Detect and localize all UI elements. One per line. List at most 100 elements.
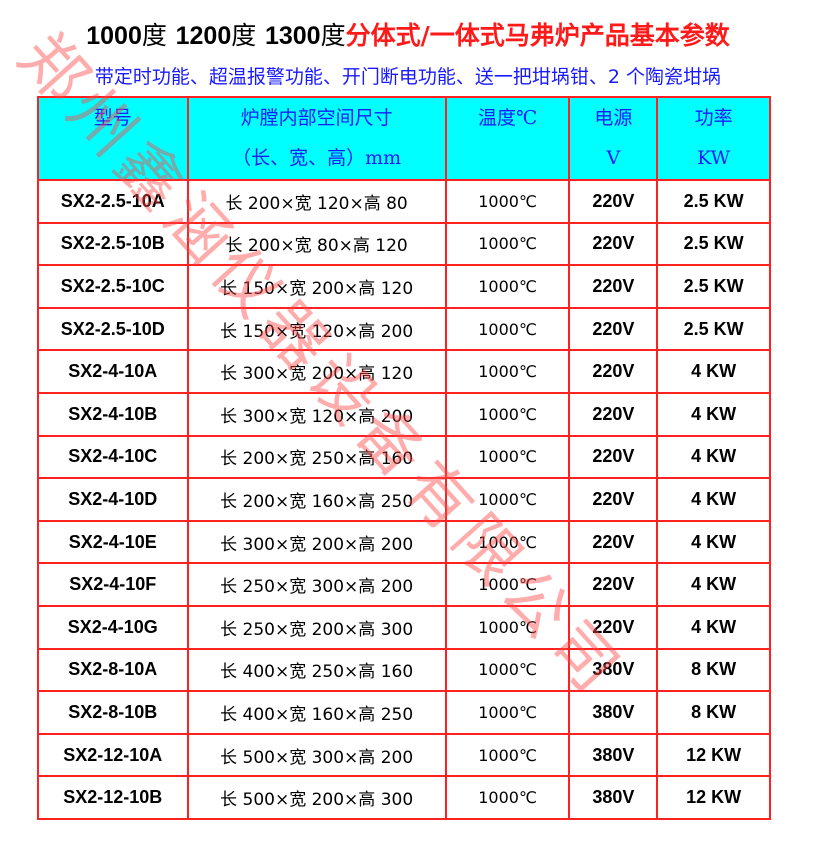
table-row: SX2-8-10A 长 400×宽 250×高 160 1000℃ 380V 8 KW — [37, 647, 771, 693]
cell-model: SX2-8-10A — [37, 647, 189, 693]
cell-dimensions: 长 250×宽 300×高 200 — [186, 562, 447, 607]
cell-model: SX2-2.5-10D — [37, 306, 189, 352]
cell-voltage: 220V — [568, 391, 659, 437]
features-subtitle: 带定时功能、超温报警功能、开门断电功能、送一把坩埚钳、2 个陶瓷坩埚 — [94, 66, 722, 88]
cell-model: SX2-4-10C — [37, 434, 189, 480]
cell-voltage: 380V — [568, 775, 659, 820]
cell-voltage: 380V — [568, 690, 659, 735]
table-row: SX2-2.5-10C 长 150×宽 200×高 120 1000℃ 220V 2.5… — [37, 264, 771, 309]
cell-voltage: 220V — [568, 349, 659, 394]
header-power: 功率 KW — [656, 96, 771, 181]
cell-model: SX2-4-10A — [37, 349, 189, 394]
table-row: SX2-4-10A 长 300×宽 200×高 120 1000℃ 220V 4 KW — [37, 349, 771, 394]
cell-power: 4 KW — [656, 562, 771, 607]
title-temp-2: 1200 — [175, 22, 232, 50]
cell-voltage: 220V — [568, 306, 659, 352]
cell-dimensions: 长 400×宽 160×高 250 — [186, 690, 447, 735]
cell-voltage: 220V — [568, 604, 659, 650]
cell-dimensions: 长 250×宽 200×高 300 — [186, 604, 447, 650]
cell-temperature: 1000℃ — [444, 690, 571, 735]
cell-temperature: 1000℃ — [444, 519, 571, 565]
cell-power: 2.5 KW — [656, 221, 771, 267]
cell-power: 4 KW — [656, 391, 771, 437]
cell-temperature: 1000℃ — [444, 391, 571, 437]
cell-dimensions: 长 300×宽 200×高 200 — [186, 519, 447, 565]
header-voltage-l2: V — [606, 147, 621, 169]
cell-voltage: 220V — [568, 562, 659, 607]
cell-dimensions: 长 300×宽 200×高 120 — [186, 349, 447, 394]
cell-model: SX2-2.5-10A — [37, 179, 189, 224]
cell-temperature: 1000℃ — [444, 434, 571, 480]
page-title: 1000度 1200度 1300度分体式/一体式马弗炉产品基本参数 — [0, 16, 816, 52]
cell-temperature: 1000℃ — [444, 221, 571, 267]
cell-dimensions: 长 150×宽 200×高 120 — [186, 264, 447, 309]
cell-temperature: 1000℃ — [444, 306, 571, 352]
cell-power: 8 KW — [656, 647, 771, 693]
cell-dimensions: 长 300×宽 120×高 200 — [186, 391, 447, 437]
table-row: SX2-12-10B 长 500×宽 200×高 300 1000℃ 380V 12 K… — [37, 775, 771, 820]
cell-model: SX2-8-10B — [37, 690, 189, 735]
cell-voltage: 220V — [568, 434, 659, 480]
cell-power: 4 KW — [656, 477, 771, 522]
header-power-l2: KW — [697, 147, 731, 169]
title-temp-1: 1000 — [86, 22, 142, 50]
cell-power: 4 KW — [656, 349, 771, 394]
table-row: SX2-4-10E 长 300×宽 200×高 200 1000℃ 220V 4 KW — [37, 519, 771, 565]
cell-power: 2.5 KW — [656, 179, 771, 224]
cell-dimensions: 长 200×宽 160×高 250 — [186, 477, 447, 522]
cell-voltage: 220V — [568, 221, 659, 267]
table-row: SX2-4-10G 长 250×宽 200×高 300 1000℃ 220V 4 KW — [37, 604, 771, 650]
title-degree-2: 度 — [231, 21, 257, 50]
cell-power: 8 KW — [656, 690, 771, 735]
cell-temperature: 1000℃ — [444, 604, 571, 650]
cell-voltage: 220V — [568, 477, 659, 522]
cell-dimensions: 长 400×宽 250×高 160 — [186, 647, 447, 693]
table-row: SX2-12-10A 长 500×宽 300×高 200 1000℃ 380V 12 K… — [37, 732, 771, 778]
cell-power: 4 KW — [656, 604, 771, 650]
cell-dimensions: 长 200×宽 80×高 120 — [186, 221, 447, 267]
header-temperature: 温度℃ — [444, 96, 571, 181]
title-degree-3: 度 — [320, 21, 346, 50]
table-row: SX2-4-10B 长 300×宽 120×高 200 1000℃ 220V 4 KW — [37, 391, 771, 437]
cell-voltage: 220V — [568, 264, 659, 309]
title-temp-3: 1300 — [264, 22, 321, 50]
cell-model: SX2-4-10F — [37, 562, 189, 607]
title-product: 分体式/一体式马弗炉产品基本参数 — [345, 21, 730, 50]
cell-temperature: 1000℃ — [444, 477, 571, 522]
cell-voltage: 380V — [568, 647, 659, 693]
header-model-l1: 型号 — [93, 107, 132, 129]
header-model: 型号 — [37, 96, 189, 181]
cell-dimensions: 长 150×宽 120×高 200 — [186, 306, 447, 352]
cell-temperature: 1000℃ — [444, 349, 571, 394]
header-temperature-l1: 温度℃ — [477, 107, 538, 129]
cell-power: 2.5 KW — [656, 306, 771, 352]
cell-power: 4 KW — [656, 519, 771, 565]
cell-temperature: 1000℃ — [444, 732, 571, 778]
cell-model: SX2-2.5-10C — [37, 264, 189, 309]
cell-dimensions: 长 500×宽 200×高 300 — [186, 775, 447, 820]
cell-power: 12 KW — [656, 775, 771, 820]
table-row: SX2-8-10B 长 400×宽 160×高 250 1000℃ 380V 8 KW — [37, 690, 771, 735]
spec-table: 型号 炉膛内部空间尺寸 （长、宽、高）mm 温度℃ 电源 V 功率 KW SX2-2.5-10… — [37, 96, 771, 820]
cell-voltage: 220V — [568, 519, 659, 565]
cell-power: 12 KW — [656, 732, 771, 778]
table-row: SX2-4-10C 长 200×宽 250×高 160 1000℃ 220V 4 KW — [37, 434, 771, 480]
table-row: SX2-2.5-10B 长 200×宽 80×高 120 1000℃ 220V 2.5 … — [37, 221, 771, 267]
table-row: SX2-4-10D 长 200×宽 160×高 250 1000℃ 220V 4 KW — [37, 477, 771, 522]
table-row: SX2-2.5-10D 长 150×宽 120×高 200 1000℃ 220V 2.5… — [37, 306, 771, 352]
header-dimensions-l2: （长、宽、高）mm — [232, 147, 402, 169]
cell-model: SX2-12-10B — [37, 775, 189, 820]
cell-dimensions: 长 200×宽 120×高 80 — [186, 179, 447, 224]
header-voltage: 电源 V — [568, 96, 659, 181]
cell-dimensions: 长 500×宽 300×高 200 — [186, 732, 447, 778]
cell-temperature: 1000℃ — [444, 264, 571, 309]
cell-model: SX2-4-10E — [37, 519, 189, 565]
header-voltage-l1: 电源 — [594, 107, 633, 129]
cell-temperature: 1000℃ — [444, 775, 571, 820]
cell-dimensions: 长 200×宽 250×高 160 — [186, 434, 447, 480]
cell-temperature: 1000℃ — [444, 179, 571, 224]
cell-temperature: 1000℃ — [444, 562, 571, 607]
title-degree-1: 度 — [141, 21, 167, 50]
table-row: SX2-4-10F 长 250×宽 300×高 200 1000℃ 220V 4 KW — [37, 562, 771, 607]
cell-voltage: 380V — [568, 732, 659, 778]
